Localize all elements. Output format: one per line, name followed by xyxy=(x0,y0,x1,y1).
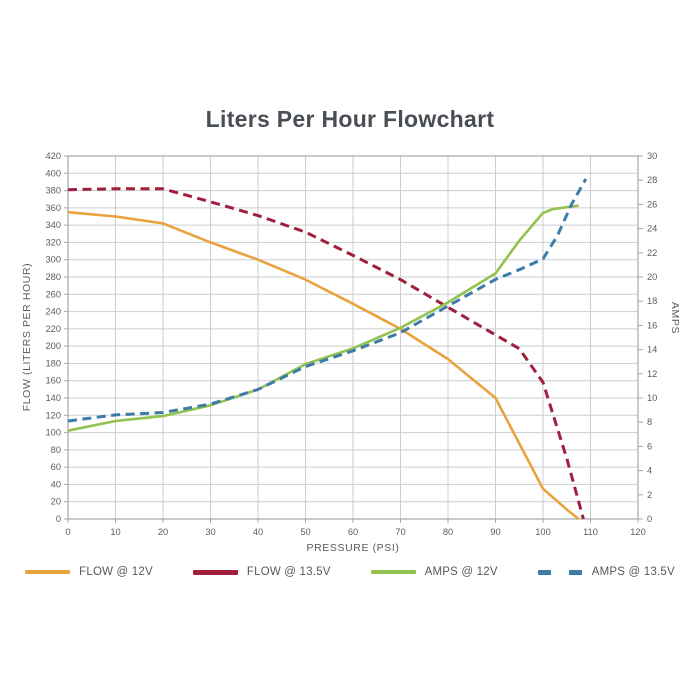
svg-text:260: 260 xyxy=(45,289,61,299)
legend-item-flow-13-5v: FLOW @ 13.5V xyxy=(192,566,331,578)
svg-text:220: 220 xyxy=(45,324,61,334)
svg-text:40: 40 xyxy=(51,479,61,489)
svg-text:18: 18 xyxy=(647,296,657,306)
amps-13-5v-line-swatch xyxy=(537,569,583,575)
right-axis-title: AMPS xyxy=(669,301,681,335)
svg-text:10: 10 xyxy=(110,527,120,537)
left-axis-title: FLOW (LITERS PER HOUR) xyxy=(21,262,33,412)
amps-12v-line-swatch xyxy=(370,570,416,574)
svg-text:400: 400 xyxy=(45,168,61,178)
svg-text:160: 160 xyxy=(45,376,61,386)
svg-text:4: 4 xyxy=(647,466,652,476)
x-axis-title: PRESSURE (PSI) xyxy=(306,542,400,554)
legend-label-flow-13-5v: FLOW @ 13.5V xyxy=(246,566,331,578)
svg-text:60: 60 xyxy=(348,527,358,537)
svg-text:80: 80 xyxy=(51,445,61,455)
svg-text:22: 22 xyxy=(647,248,657,258)
svg-text:0: 0 xyxy=(65,527,70,537)
svg-text:10: 10 xyxy=(647,393,657,403)
flow-12v-line-swatch xyxy=(25,570,71,574)
svg-text:20: 20 xyxy=(51,497,61,507)
svg-text:240: 240 xyxy=(45,307,61,317)
legend-label-amps-12v: AMPS @ 12V xyxy=(424,566,498,578)
svg-text:80: 80 xyxy=(443,527,453,537)
svg-text:140: 140 xyxy=(45,393,61,403)
svg-text:200: 200 xyxy=(45,341,61,351)
svg-text:2: 2 xyxy=(647,490,652,500)
svg-text:14: 14 xyxy=(647,345,657,355)
svg-text:16: 16 xyxy=(647,320,657,330)
svg-text:50: 50 xyxy=(300,527,310,537)
svg-text:60: 60 xyxy=(51,462,61,472)
svg-text:100: 100 xyxy=(45,428,61,438)
legend-item-amps-13-5v: AMPS @ 13.5V xyxy=(537,566,675,578)
svg-text:100: 100 xyxy=(535,527,551,537)
svg-text:110: 110 xyxy=(583,527,598,537)
legend-item-flow-12v: FLOW @ 12V xyxy=(25,566,153,578)
legend-label-flow-12v: FLOW @ 12V xyxy=(79,566,153,578)
svg-text:28: 28 xyxy=(647,175,657,185)
svg-text:24: 24 xyxy=(647,224,657,234)
svg-text:380: 380 xyxy=(45,186,61,196)
svg-text:30: 30 xyxy=(647,151,657,161)
svg-text:6: 6 xyxy=(647,441,652,451)
svg-text:26: 26 xyxy=(647,199,657,209)
svg-text:320: 320 xyxy=(45,237,61,247)
svg-text:20: 20 xyxy=(647,272,657,282)
svg-text:280: 280 xyxy=(45,272,61,282)
svg-text:360: 360 xyxy=(45,203,61,213)
svg-text:90: 90 xyxy=(490,527,500,537)
svg-text:40: 40 xyxy=(253,527,263,537)
svg-text:180: 180 xyxy=(45,358,61,368)
svg-text:70: 70 xyxy=(395,527,405,537)
svg-text:20: 20 xyxy=(158,527,168,537)
svg-text:8: 8 xyxy=(647,417,652,427)
svg-text:12: 12 xyxy=(647,369,657,379)
svg-text:120: 120 xyxy=(630,527,646,537)
svg-text:0: 0 xyxy=(56,514,61,524)
svg-text:300: 300 xyxy=(45,255,61,265)
svg-text:120: 120 xyxy=(45,410,61,420)
flow-13-5v-line-swatch xyxy=(192,569,238,575)
svg-text:0: 0 xyxy=(647,514,652,524)
svg-text:340: 340 xyxy=(45,220,61,230)
legend-label-amps-13-5v: AMPS @ 13.5V xyxy=(591,566,675,578)
svg-text:420: 420 xyxy=(45,151,61,161)
chart-title: Liters Per Hour Flowchart xyxy=(205,106,495,132)
chart-legend: FLOW @ 12V FLOW @ 13.5V AMPS @ 12V AMPS … xyxy=(0,566,700,578)
svg-text:30: 30 xyxy=(205,527,215,537)
legend-item-amps-12v: AMPS @ 12V xyxy=(370,566,498,578)
